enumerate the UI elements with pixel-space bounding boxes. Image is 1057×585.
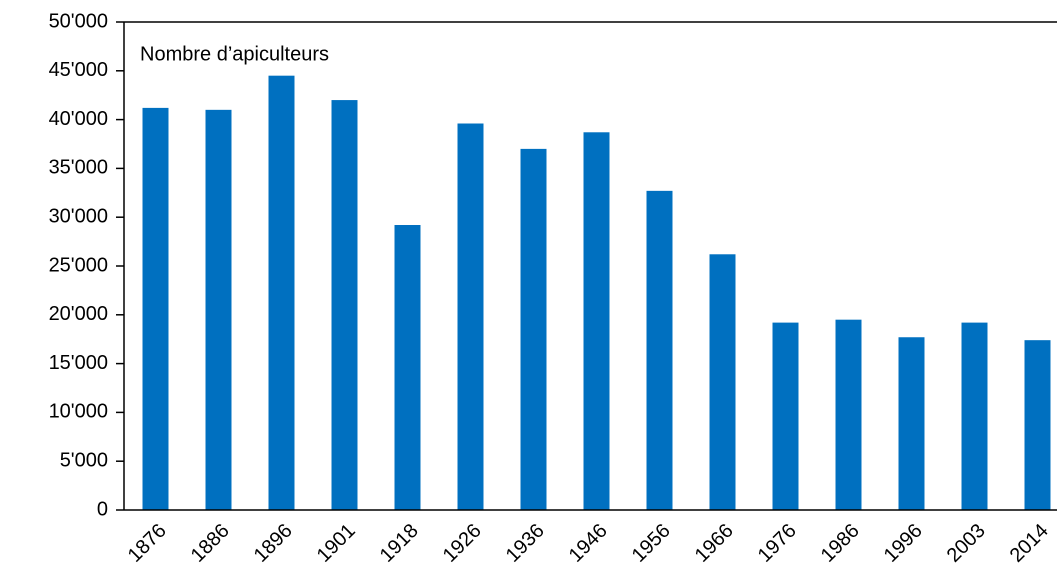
- x-tick-label: 2014: [1006, 520, 1053, 567]
- bar: [1024, 340, 1051, 510]
- y-tick-label: 30'000: [49, 205, 108, 227]
- bar: [961, 322, 988, 510]
- y-tick-label: 0: [97, 498, 108, 520]
- x-tick-label: 1876: [124, 520, 171, 567]
- bar: [709, 254, 736, 510]
- y-tick-label: 5'000: [60, 449, 108, 471]
- y-tick-label: 15'000: [49, 352, 108, 374]
- bar: [457, 123, 484, 510]
- y-tick-label: 10'000: [49, 401, 108, 423]
- x-tick-label: 1901: [313, 520, 360, 567]
- x-tick-label: 1976: [754, 520, 801, 567]
- bar: [331, 100, 358, 510]
- bar: [583, 132, 610, 510]
- x-tick-label: 1918: [376, 520, 423, 567]
- y-tick-label: 25'000: [49, 254, 108, 276]
- x-tick-label: 1986: [817, 520, 864, 567]
- bar: [268, 75, 295, 511]
- x-tick-label: 1966: [691, 520, 738, 567]
- y-tick-label: 45'000: [49, 59, 108, 81]
- bar: [142, 107, 169, 510]
- y-tick-label: 40'000: [49, 108, 108, 130]
- chart-title: Nombre d’apiculteurs: [140, 43, 329, 65]
- x-tick-label: 2003: [943, 520, 990, 567]
- x-tick-label: 1886: [187, 520, 234, 567]
- x-tick-label: 1896: [250, 520, 297, 567]
- x-tick-label: 1946: [565, 520, 612, 567]
- x-tick-label: 1996: [880, 520, 927, 567]
- bar: [520, 148, 547, 510]
- y-tick-label: 35'000: [49, 157, 108, 179]
- bar: [898, 337, 925, 510]
- y-tick-label: 20'000: [49, 303, 108, 325]
- bar: [394, 225, 421, 510]
- y-tick-label: 50'000: [49, 10, 108, 32]
- bar: [835, 319, 862, 510]
- x-tick-label: 1936: [502, 520, 549, 567]
- x-tick-label: 1956: [628, 520, 675, 567]
- bar: [205, 109, 232, 510]
- x-tick-label: 1926: [439, 520, 486, 567]
- bar: [772, 322, 799, 510]
- bar: [646, 190, 673, 510]
